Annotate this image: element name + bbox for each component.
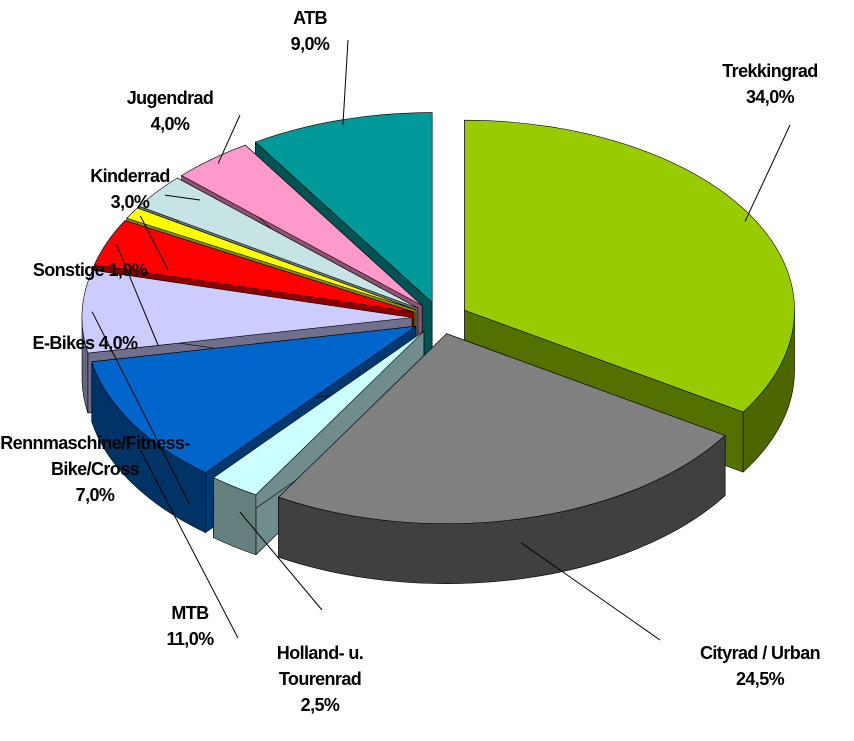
slice: [138, 177, 419, 309]
value-label: 34,0%: [745, 87, 795, 107]
slice: [91, 325, 417, 473]
value-label: 2,5%: [300, 695, 340, 715]
value-label: 4,0%: [98, 333, 138, 353]
category-label: Cityrad / Urban: [699, 643, 821, 663]
category-label: E-Bikes: [32, 333, 95, 353]
leader-line: [139, 449, 239, 639]
slice-label: MTB 11,0%: [140, 600, 240, 652]
category-label: MTB: [171, 603, 209, 623]
slice-label: Holland- u. Tourenrad 2,5%: [250, 640, 390, 718]
leader-line: [91, 311, 191, 506]
slice: [180, 144, 423, 306]
category-label: Sonstige: [32, 260, 105, 280]
slice-label: Sonstige 1,0%: [10, 257, 170, 283]
slice-label: Cityrad / Urban 24,5%: [660, 640, 854, 692]
slice-label: Kinderrad 3,0%: [60, 163, 200, 215]
leader-line: [744, 124, 791, 222]
slice: [464, 119, 795, 413]
slice: [81, 269, 413, 354]
value-label: 24,5%: [735, 669, 785, 689]
slice: [93, 220, 415, 313]
leader-line: [164, 194, 201, 201]
category-label: ATB: [293, 8, 327, 28]
slice-label: Jugendrad 4,0%: [100, 85, 240, 137]
category-label: Trekkingrad: [722, 61, 818, 81]
leader-line: [217, 114, 241, 164]
leader-line: [342, 39, 349, 126]
value-label: 11,0%: [166, 629, 214, 649]
slice-label: Rennmaschine/Fitness-Bike/Cross 7,0%: [0, 430, 190, 508]
slice-label: Trekkingrad 34,0%: [690, 58, 850, 110]
leader-line: [239, 511, 323, 611]
value-label: 9,0%: [290, 34, 330, 54]
slice: [126, 207, 417, 311]
value-label: 7,0%: [75, 485, 115, 505]
slice: [212, 330, 425, 496]
slice: [254, 112, 433, 304]
value-label: 3,0%: [110, 192, 150, 212]
category-label: Kinderrad: [90, 166, 170, 186]
leader-line: [520, 542, 661, 641]
value-label: 4,0%: [150, 114, 190, 134]
leader-line: [115, 244, 159, 346]
category-label: Jugendrad: [126, 88, 214, 108]
category-label: Holland- u. Tourenrad: [276, 643, 364, 689]
category-label: Rennmaschine/Fitness-Bike/Cross: [0, 433, 190, 479]
slice-label: ATB 9,0%: [250, 5, 370, 57]
value-label: 1,0%: [108, 260, 148, 280]
slice-label: E-Bikes 4,0%: [10, 330, 160, 356]
leader-line: [139, 215, 169, 271]
slice: [277, 333, 726, 524]
